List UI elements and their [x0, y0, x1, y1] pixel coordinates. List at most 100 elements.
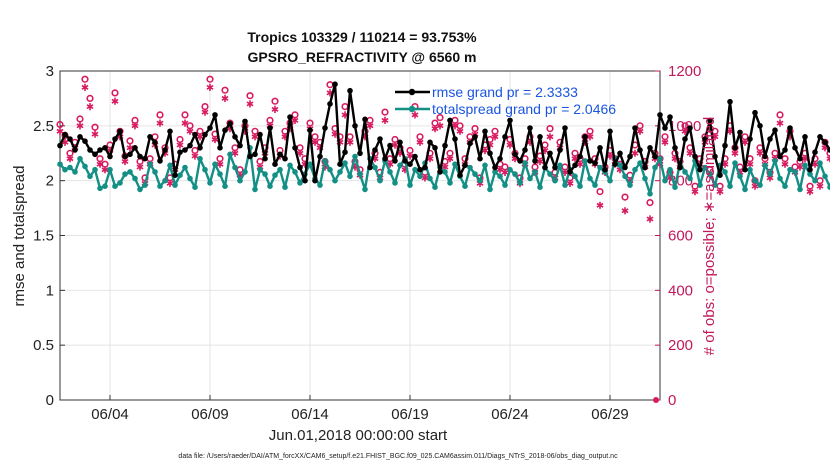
rmse-point [577, 153, 583, 160]
totalspread-point [792, 169, 798, 175]
totalspread-point [282, 184, 288, 190]
rmse-point [602, 166, 608, 173]
totalspread-point [222, 183, 228, 189]
rmse-point [747, 136, 753, 142]
rmse-point [692, 153, 698, 160]
rmse-point [442, 142, 448, 149]
rmse-point [402, 158, 408, 164]
totalspread-point [62, 166, 68, 173]
rmse-point [142, 155, 148, 162]
rmse-point [787, 125, 793, 131]
rmse-point [567, 169, 573, 175]
rmse-point [662, 125, 668, 131]
rmse-point [772, 127, 778, 133]
totalspread-point [607, 177, 613, 184]
rmse-point [157, 158, 163, 164]
possible-obs-point [246, 92, 254, 100]
rmse-point [267, 125, 273, 131]
assimilated-obs-point [221, 94, 229, 102]
totalspread-point [92, 166, 98, 173]
totalspread-point [107, 166, 113, 173]
assimilated-obs-point [661, 138, 669, 146]
assimilated-obs-point [746, 160, 754, 168]
rmse-point [742, 166, 748, 173]
rmse-point [357, 150, 363, 157]
totalspread-point [517, 180, 523, 186]
rmse-point [387, 142, 393, 149]
assimilated-obs-point [456, 127, 464, 135]
totalspread-point [547, 171, 553, 177]
totalspread-point [722, 169, 728, 175]
rmse-point [822, 139, 828, 146]
rmse-point [112, 136, 118, 142]
rmse-point [712, 153, 718, 160]
totalspread-point [752, 177, 758, 184]
totalspread-point [697, 182, 703, 188]
rmse-point [457, 172, 463, 178]
totalspread-point [77, 155, 83, 162]
rmse-point [672, 145, 678, 151]
totalspread-point [447, 180, 453, 186]
rmse-point [632, 125, 638, 131]
rmse-point [562, 125, 568, 131]
totalspread-point [207, 180, 213, 186]
chart-title: Tropics 103329 / 110214 = 93.753% [247, 29, 477, 45]
rmse-point [652, 153, 658, 160]
rmse-point [777, 153, 783, 160]
x-tick-label: 06/14 [291, 406, 329, 423]
assimilated-obs-point [636, 127, 644, 135]
totalspread-point [727, 183, 733, 189]
rmse-point [517, 158, 523, 164]
assimilated-obs-point [96, 160, 104, 168]
assimilated-obs-point [501, 168, 509, 176]
legend-label: totalspread grand pr = 2.0466 [432, 101, 616, 117]
totalspread-point [357, 171, 363, 177]
y-tick-label: 2 [46, 173, 54, 190]
possible-obs-point [436, 113, 444, 122]
chart-subtitle: GPSRO_REFRACTIVITY @ 6560 m [248, 49, 477, 65]
rmse-point [372, 147, 378, 153]
totalspread-point [492, 169, 498, 175]
totalspread-point [147, 161, 153, 167]
rmse-point [132, 145, 138, 151]
assimilated-obs-point [366, 122, 374, 130]
rmse-point [377, 136, 383, 142]
rmse-point [202, 131, 208, 138]
totalspread-point [637, 160, 643, 166]
totalspread-point [347, 173, 353, 180]
totalspread-point [462, 183, 468, 189]
rmse-point [422, 164, 428, 171]
assimilated-obs-point [126, 144, 134, 152]
rmse-point [297, 164, 303, 171]
totalspread-point [502, 182, 508, 188]
possible-obs-point [206, 75, 214, 83]
assimilated-obs-point [231, 149, 239, 157]
rmse-point [352, 123, 358, 129]
possible-obs-point [646, 199, 654, 207]
rmse-point [812, 149, 818, 155]
x-tick-label: 06/19 [391, 406, 429, 423]
totalspread-point [277, 166, 283, 173]
assimilated-obs-point [436, 122, 444, 130]
assimilated-obs-point [411, 111, 419, 119]
totalspread-point [162, 177, 168, 184]
totalspread-point [362, 186, 368, 193]
possible-obs-point [776, 111, 784, 119]
totalspread-point [772, 158, 778, 164]
rmse-point [382, 155, 388, 162]
possible-obs-point [181, 111, 189, 119]
possible-obs-point [596, 188, 604, 196]
rmse-point [107, 153, 113, 160]
totalspread-point [767, 171, 773, 177]
totalspread-point [137, 186, 143, 193]
rmse-point [827, 147, 830, 153]
possible-obs-point [546, 125, 554, 133]
assimilated-obs-point [506, 141, 514, 149]
rmse-point [627, 153, 633, 160]
totalspread-point [97, 185, 103, 192]
rmse-point [737, 129, 743, 136]
assimilated-obs-point [166, 179, 174, 187]
rmse-point [167, 128, 173, 135]
rmse-point [682, 136, 688, 142]
